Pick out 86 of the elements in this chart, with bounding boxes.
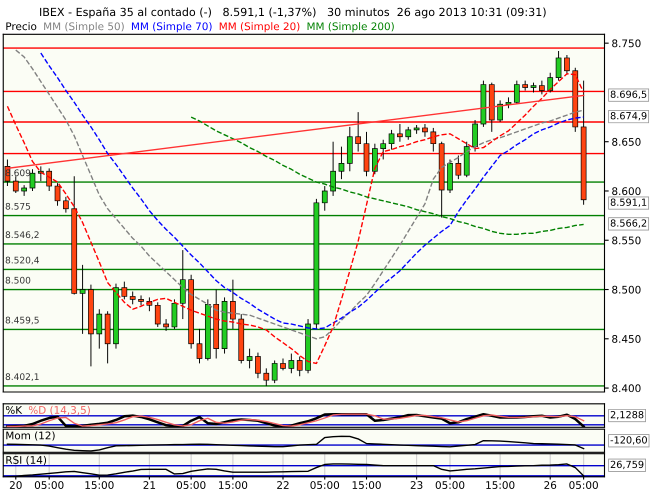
candlestick — [296, 356, 303, 377]
candlestick — [54, 182, 60, 206]
text: 8.674,9 — [610, 112, 646, 120]
y-tick-label: 8.750 — [612, 39, 641, 48]
candlestick — [422, 123, 428, 138]
text: 26,759 — [610, 460, 644, 470]
candlestick — [80, 264, 86, 334]
candlestick — [530, 82, 536, 93]
x-tick-label: 15:00 — [352, 481, 381, 489]
candlestick — [380, 139, 386, 160]
text: MM (Simple 50) — [44, 22, 124, 32]
series-label: %D (14,3,5) — [28, 406, 90, 416]
text: MM (Simple 20) — [220, 22, 300, 32]
x-tick-label: 05:00 — [176, 481, 206, 489]
series-label: RSI (14) — [6, 456, 46, 466]
candlestick — [272, 360, 278, 384]
ref-line-label: 8.546,2 — [6, 231, 39, 239]
series-label: %K — [6, 406, 22, 414]
candlestick — [330, 141, 336, 196]
y-tick-label: 8.550 — [612, 236, 641, 244]
candlestick — [405, 126, 412, 140]
text: MM (Simple 200) — [308, 22, 394, 32]
x-tick-label: 20 — [10, 481, 22, 489]
candlestick — [338, 146, 344, 180]
candlestick — [230, 279, 236, 330]
candlestick — [280, 358, 286, 371]
candlestick — [539, 80, 545, 95]
text: 2,1288 — [610, 410, 644, 420]
candlestick — [154, 302, 161, 328]
ref-line-label: 8.459,5 — [6, 316, 39, 324]
candlestick — [372, 143, 378, 175]
series-label: Mom (12) — [6, 431, 55, 441]
candlestick — [12, 176, 19, 194]
y-tick-label: 8.450 — [612, 335, 641, 343]
ref-line-label: 8.575 — [6, 202, 30, 210]
y-tick-label: 8.400 — [612, 384, 641, 392]
candlestick — [397, 123, 403, 142]
candlestick — [30, 168, 36, 192]
candlestick — [172, 298, 178, 330]
x-tick-label: 05:00 — [310, 481, 340, 489]
candlestick — [138, 294, 144, 306]
x-tick-label: 26 — [544, 481, 556, 489]
candlestick — [388, 129, 394, 150]
candlestick — [21, 184, 27, 196]
text: 8.696,5 — [610, 90, 646, 99]
x-tick-label: 15:00 — [486, 481, 514, 489]
text: 8.566,2 — [610, 219, 646, 228]
x-tick-label: 05:00 — [569, 481, 598, 489]
candlestick — [163, 318, 169, 332]
y-tick-label: 8.600 — [612, 187, 641, 196]
ref-line-label: 8.402,1 — [6, 373, 39, 381]
x-tick-label: 05:00 — [34, 481, 64, 489]
text: Precio — [6, 22, 36, 30]
candlestick — [522, 80, 528, 91]
candlestick — [180, 250, 186, 320]
x-tick-label: 21 — [144, 481, 156, 489]
candlestick — [430, 127, 436, 152]
text: 8.591,1 — [610, 198, 646, 207]
x-tick-label: 05:00 — [436, 481, 464, 489]
candlestick — [196, 328, 202, 364]
chart-title: IBEX - España 35 al contado (-) 8.591,1 (-1,37%) 30 minutos 26 ago 2013 10:31 (09:31) — [40, 7, 546, 18]
candlestick — [288, 353, 294, 374]
candlestick — [564, 54, 570, 76]
candlestick — [246, 348, 252, 369]
candlestick — [514, 80, 520, 105]
x-tick-label: 22 — [277, 481, 289, 489]
candlestick — [255, 352, 261, 379]
candlestick — [472, 120, 478, 152]
candlestick — [130, 291, 136, 305]
x-tick-label: 15:00 — [85, 481, 114, 489]
ref-line-label: 8.520,4 — [6, 256, 40, 264]
candlestick — [121, 281, 128, 300]
candlestick — [263, 368, 270, 387]
ref-line-label: 8.500 — [6, 276, 30, 284]
candlestick — [63, 196, 69, 214]
candlestick — [456, 155, 462, 180]
text: MM (Simple 70) — [132, 22, 212, 32]
x-tick-label: 23 — [410, 481, 422, 489]
candlestick — [96, 308, 102, 350]
candlestick — [322, 186, 328, 212]
x-tick-label: 15:00 — [219, 481, 248, 489]
candlestick — [355, 112, 362, 152]
candlestick — [556, 50, 562, 82]
text: -120,60 — [610, 436, 647, 445]
y-tick-label: 8.650 — [612, 138, 641, 146]
y-tick-label: 8.500 — [612, 286, 641, 294]
